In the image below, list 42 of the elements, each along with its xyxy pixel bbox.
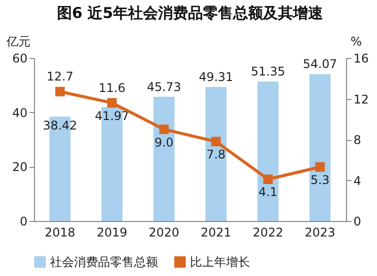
y-tick-label: 0 — [20, 214, 28, 228]
y2-axis-title: % — [350, 34, 362, 48]
data-label: 54.07 — [302, 57, 338, 72]
y-tick-label: 60 — [12, 52, 28, 66]
y2-tick-label: 8 — [354, 133, 362, 147]
y2-tick-label: 0 — [354, 214, 362, 228]
bar — [257, 82, 279, 221]
x-tick-label: 2021 — [200, 226, 232, 240]
data-label: 41.97 — [94, 108, 130, 123]
data-label: 4.1 — [258, 185, 278, 200]
y2-tick-label: 4 — [354, 174, 362, 188]
x-tick-label: 2020 — [148, 226, 180, 240]
y2-tick-label: 16 — [354, 52, 369, 66]
data-label: 45.73 — [146, 80, 182, 94]
legend-label: 比上年增长 — [190, 255, 250, 269]
x-tick-label: 2018 — [44, 226, 76, 240]
bar — [205, 87, 227, 221]
y-tick-label: 40 — [12, 106, 28, 120]
data-label: 38.42 — [42, 118, 78, 133]
y2-tick-label: 12 — [354, 92, 369, 106]
data-label: 51.35 — [250, 64, 286, 78]
y-axis-title: 亿元 — [6, 34, 30, 48]
bar — [309, 74, 331, 221]
point — [55, 86, 65, 96]
point — [211, 136, 221, 146]
x-tick-label: 2019 — [96, 226, 128, 240]
legend-label: 社会消费品零售总额 — [50, 255, 158, 269]
data-label: 12.7 — [46, 70, 74, 84]
data-label: 7.8 — [206, 148, 226, 162]
y-tick-label: 20 — [12, 160, 28, 174]
data-label: 5.3 — [310, 173, 330, 188]
point — [263, 174, 273, 184]
x-tick-label: 2022 — [252, 226, 284, 240]
data-label: 9.0 — [154, 135, 174, 150]
point — [315, 162, 325, 172]
data-label: 49.31 — [198, 70, 234, 84]
x-tick-label: 2023 — [304, 226, 336, 240]
bar — [153, 96, 175, 221]
data-label: 11.6 — [98, 80, 126, 95]
chart-title: 图6 近5年社会消费品零售总额及其增速 — [56, 4, 324, 22]
point — [107, 98, 117, 108]
point — [159, 124, 169, 134]
